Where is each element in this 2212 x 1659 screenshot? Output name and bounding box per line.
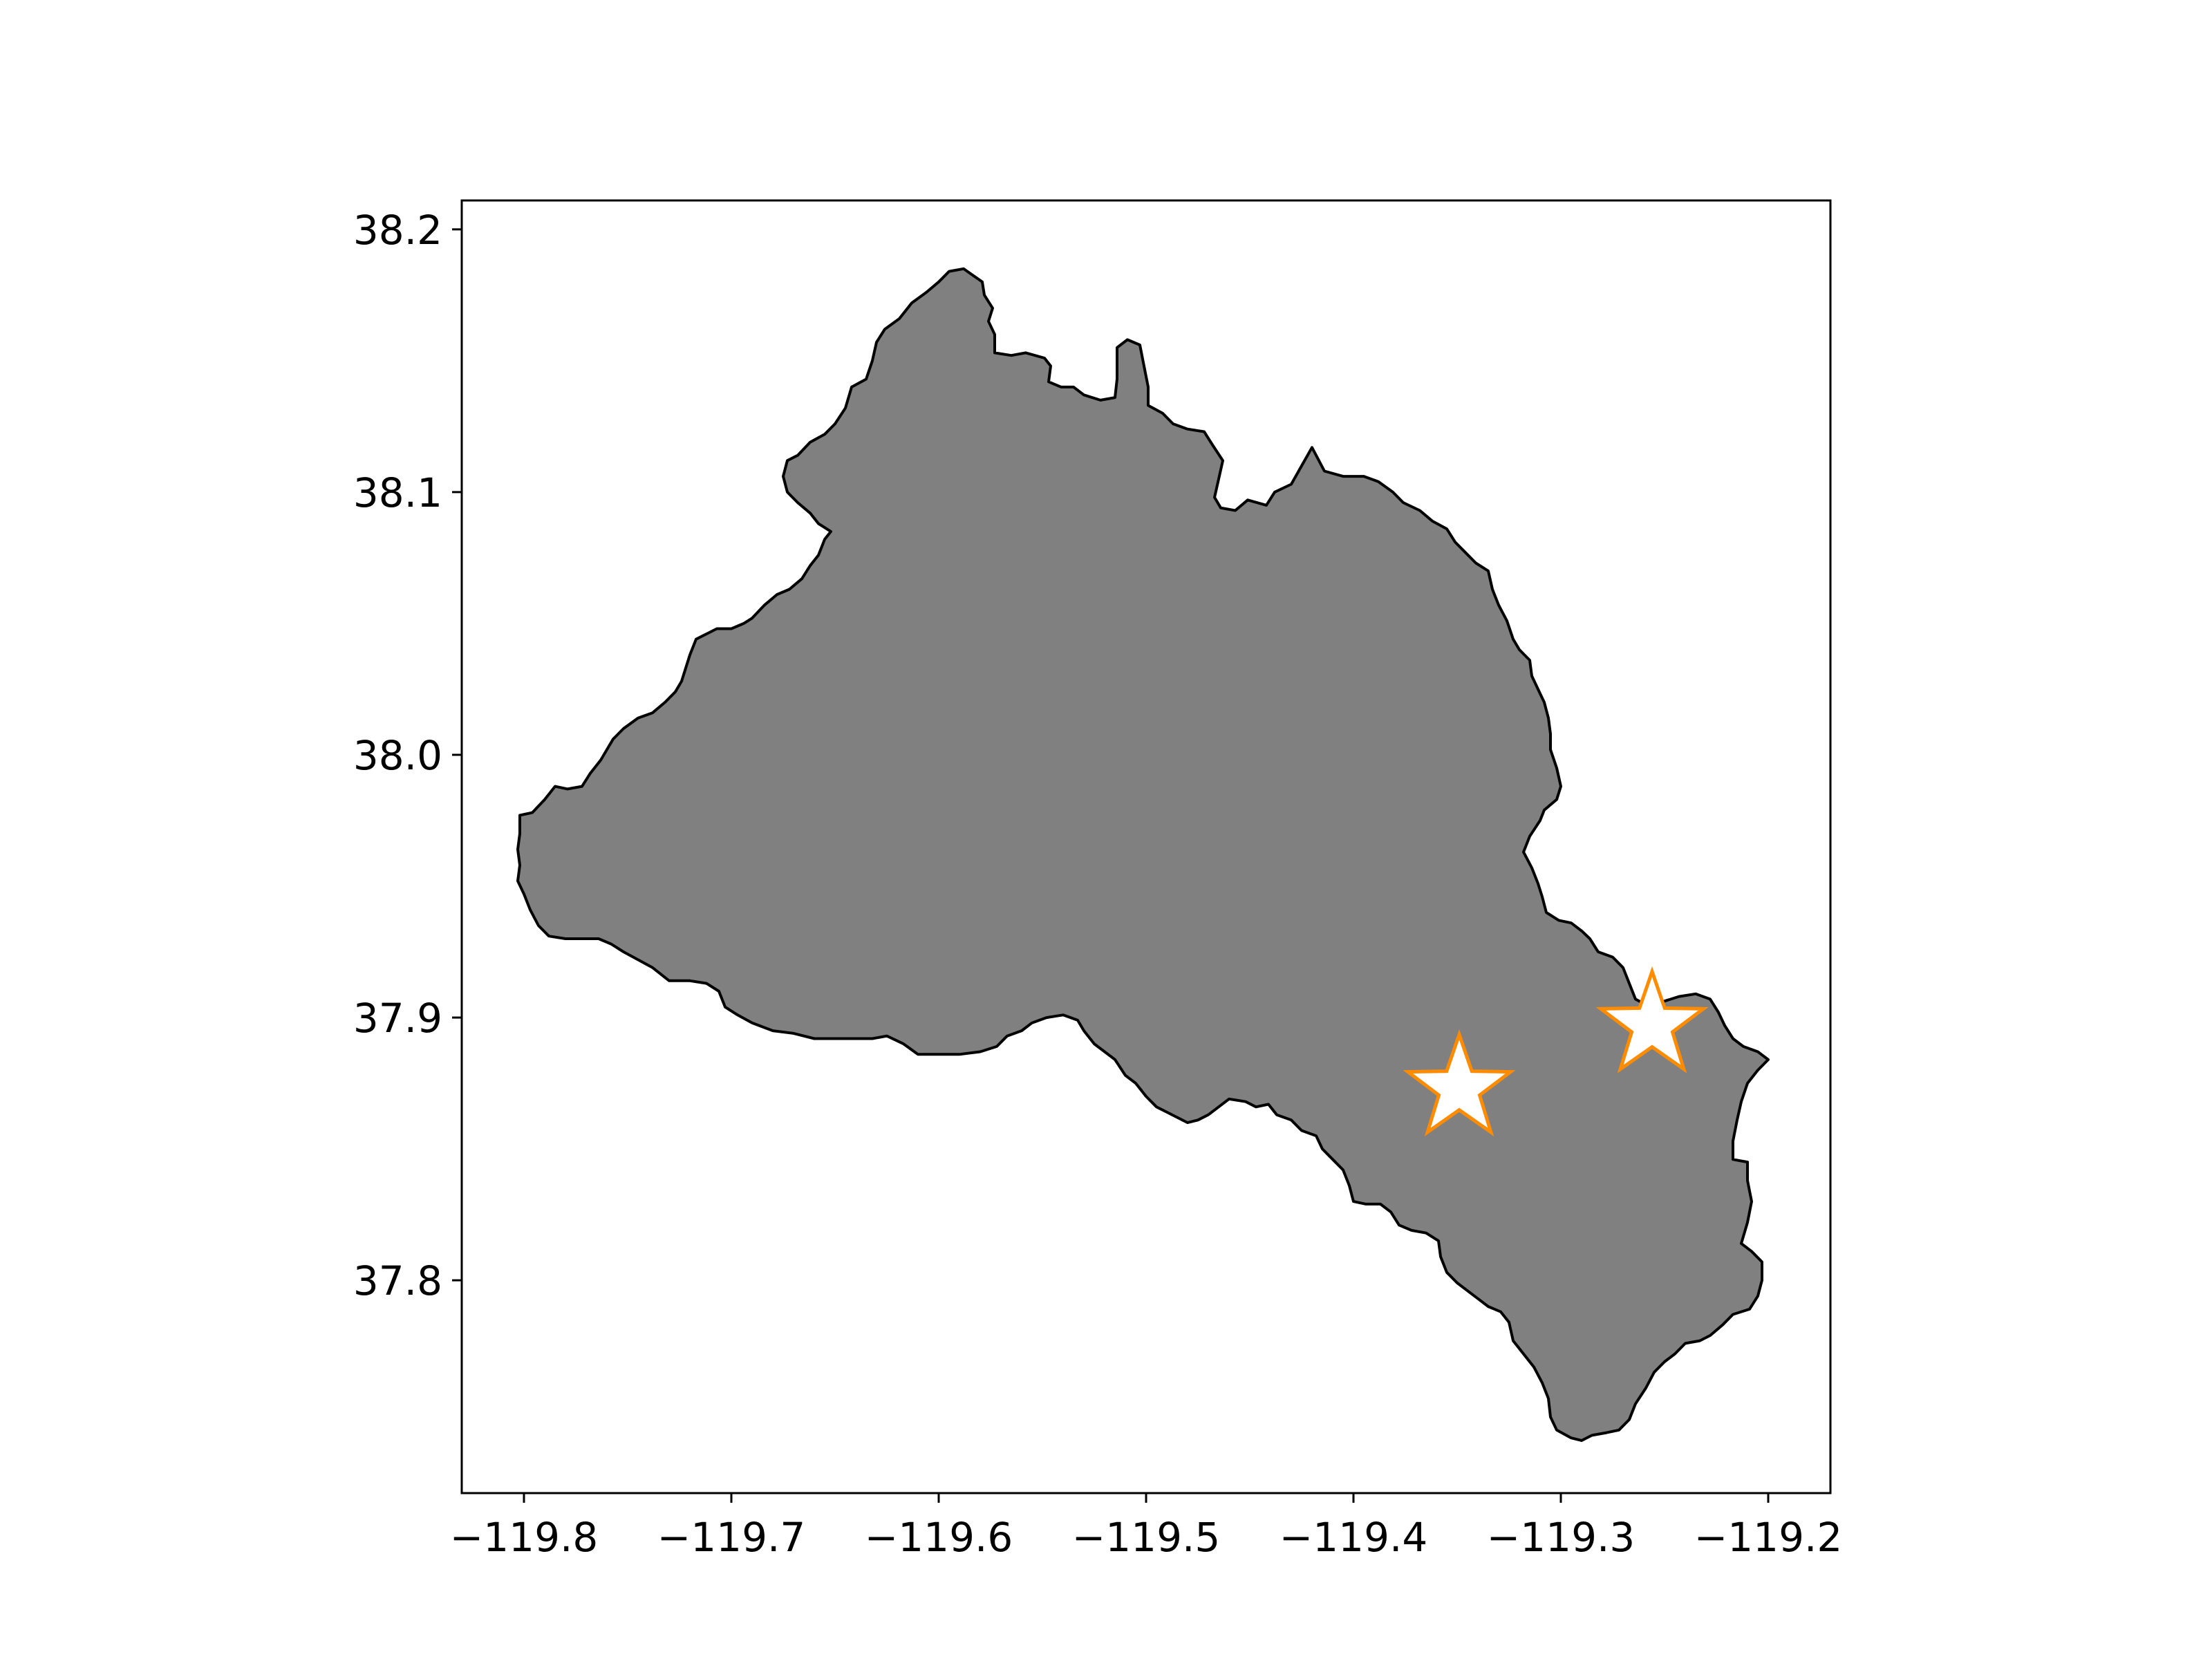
- x-tick-label: −119.3: [1487, 1514, 1635, 1561]
- x-axis: −119.8 −119.7 −119.6 −119.5 −119.4 −119.3 −119…: [450, 1493, 1843, 1561]
- x-tick-label: −119.2: [1694, 1514, 1843, 1561]
- x-tick-label: −119.6: [865, 1514, 1013, 1561]
- plot-area: [516, 267, 1770, 1442]
- watershed-polygon: [516, 267, 1770, 1442]
- x-tick-label: −119.8: [450, 1514, 599, 1561]
- y-tick-label: 38.2: [353, 207, 442, 254]
- markers-layer: [1403, 966, 1709, 1137]
- y-tick-label: 37.9: [353, 995, 442, 1042]
- x-tick-label: −119.7: [657, 1514, 806, 1561]
- y-tick-label: 38.0: [353, 732, 442, 779]
- x-tick-label: −119.4: [1280, 1514, 1428, 1561]
- star-marker-1: [1403, 1029, 1516, 1137]
- star-marker-2: [1595, 966, 1709, 1074]
- y-axis: 37.8 37.9 38.0 38.1 38.2: [353, 207, 462, 1304]
- y-tick-label: 38.1: [353, 469, 442, 516]
- y-tick-label: 37.8: [353, 1257, 442, 1304]
- x-tick-label: −119.5: [1072, 1514, 1221, 1561]
